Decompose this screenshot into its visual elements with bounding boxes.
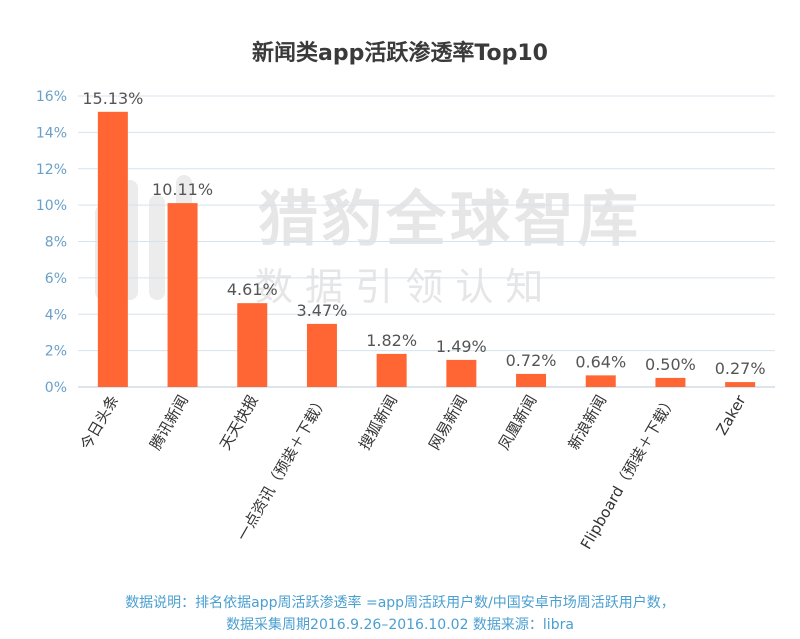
y-tick-label: 6%	[45, 271, 67, 287]
bars	[97, 111, 756, 388]
y-tick-label: 4%	[45, 307, 67, 323]
data-label: 0.72%	[506, 351, 557, 370]
x-tick-label: 网易新闻	[425, 392, 471, 453]
data-label: 4.61%	[227, 280, 278, 299]
chart-title: 新闻类app活跃渗透率Top10	[252, 40, 548, 66]
x-tick-label: 腾讯新闻	[146, 392, 192, 453]
y-tick-label: 12%	[36, 162, 67, 178]
bar	[655, 377, 686, 387]
data-label: 1.49%	[436, 337, 487, 356]
bar	[516, 373, 547, 387]
data-labels: 15.13% 10.11% 4.61% 3.47% 1.82% 1.49% 0.72% 0.6…	[82, 89, 765, 378]
bar	[585, 375, 616, 387]
x-tick-label: 凤凰新闻	[495, 392, 541, 453]
x-tick-label: 新浪新闻	[565, 392, 611, 453]
y-axis-ticks: 0% 2% 4% 6% 8% 10% 12% 14% 16%	[36, 89, 67, 396]
y-tick-label: 2%	[45, 344, 67, 360]
bar	[237, 303, 268, 387]
data-label: 0.50%	[645, 355, 696, 374]
bar	[376, 353, 407, 387]
footnote-line-2: 数据采集周期2016.9.26–2016.10.02 数据来源：libra	[226, 617, 574, 633]
data-label: 3.47%	[297, 301, 348, 320]
x-tick-label: 搜狐新闻	[356, 392, 402, 453]
y-tick-label: 10%	[36, 198, 67, 214]
bar	[167, 203, 198, 387]
x-tick-label: 天天快报	[216, 392, 262, 453]
bar	[446, 359, 477, 387]
bar	[306, 323, 337, 387]
data-label: 0.64%	[575, 352, 626, 371]
y-tick-label: 14%	[36, 125, 67, 141]
bar	[725, 382, 756, 387]
watermark-slogan: 数 据 引 领 认 知	[255, 265, 543, 309]
y-tick-label: 16%	[36, 89, 67, 105]
data-label: 1.82%	[366, 331, 417, 350]
y-tick-label: 8%	[45, 235, 67, 251]
watermark-brand: 猎豹全球智库	[258, 185, 642, 255]
footnote-line-1: 数据说明：排名依据app周活跃渗透率 =app周活跃用户数/中国安卓市场周活跃用…	[125, 595, 675, 611]
data-label: 10.11%	[152, 180, 213, 199]
x-tick-label: 今日头条	[77, 392, 123, 453]
data-label: 15.13%	[82, 89, 143, 108]
bar	[97, 111, 128, 388]
data-label: 0.27%	[715, 359, 766, 378]
x-tick-label: Zaker	[713, 391, 751, 438]
y-tick-label: 0%	[45, 380, 67, 396]
